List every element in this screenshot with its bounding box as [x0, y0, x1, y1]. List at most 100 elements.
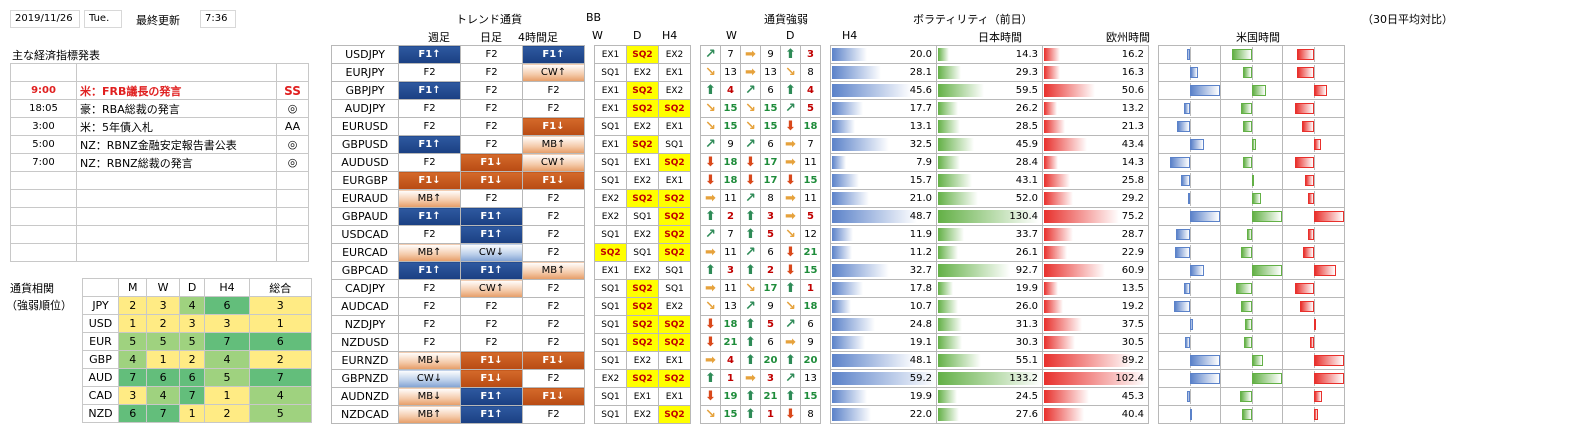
- ratio-cell: [1282, 279, 1345, 298]
- bb-cell: EX2: [594, 189, 627, 208]
- event-row: [10, 225, 309, 244]
- pair-name: USDJPY: [331, 45, 399, 64]
- spacer: [1149, 388, 1159, 406]
- bb-cell: EX1: [658, 171, 691, 190]
- volatility-cell: 27.6: [936, 405, 1043, 424]
- ratio-baseline: [1189, 191, 1191, 206]
- spacer: [1149, 334, 1159, 352]
- strength-arrow-icon: ➡: [740, 45, 761, 64]
- trend-col-h4: 4時間足: [518, 31, 558, 44]
- strength-arrow-icon: ↗: [780, 369, 801, 388]
- bb-cell: SQ2: [626, 369, 659, 388]
- bb-cell: SQ1: [658, 279, 691, 298]
- event-rank: ◎: [276, 135, 309, 154]
- pair-row: GBPUSD F1↑ F2 MB↑ EX1 SQ2 SQ1 ↗ 9 ↗ 6 ➡ 7 32.5 45.9 43.…: [331, 135, 1345, 154]
- pair-name: EURCAD: [331, 243, 399, 262]
- volatility-value: 130.4: [1009, 211, 1038, 222]
- strength-rank: 21: [720, 333, 741, 352]
- trend-cell: F1↑: [398, 207, 461, 226]
- volatility-value: 11.9: [909, 229, 932, 240]
- strength-rank: 17: [760, 279, 781, 298]
- ratio-baseline: [1189, 173, 1191, 188]
- bb-cell: EX1: [658, 351, 691, 370]
- ratio-cell: [1158, 279, 1221, 298]
- updated-time-box: 7:36: [200, 10, 236, 28]
- volatility-bar: [832, 156, 846, 169]
- events-title: 主な経済指標発表: [12, 49, 100, 62]
- volatility-bar: [1044, 372, 1147, 385]
- volatility-cell: 24.5: [936, 387, 1043, 406]
- bb-cell: EX1: [594, 45, 627, 64]
- strength-rank: 4: [800, 81, 821, 100]
- event-row: 5:00 NZ：RBNZ金融安定報告書公表 ◎: [10, 135, 309, 154]
- volatility-bar: [832, 102, 863, 115]
- volatility-value: 45.3: [1121, 391, 1144, 402]
- ranking-value: 5: [146, 332, 180, 351]
- bb-col-w: W: [592, 29, 603, 42]
- weekday-box: Tue.: [84, 10, 122, 28]
- spacer: [1149, 64, 1159, 82]
- spacer: [585, 352, 595, 370]
- ratio-bar: [1297, 67, 1314, 78]
- spacer: [585, 208, 595, 226]
- ratio-bar: [1189, 67, 1198, 78]
- spacer: [691, 100, 701, 118]
- volatility-value: 28.7: [1121, 229, 1144, 240]
- strength-rank: 11: [720, 243, 741, 262]
- volatility-cell: 28.7: [1042, 225, 1149, 244]
- volatility-cell: 19.9: [936, 279, 1043, 298]
- strength-arrow-icon: ⬆: [700, 81, 721, 100]
- bb-col-d: D: [633, 29, 642, 42]
- volatility-bar: [832, 354, 917, 367]
- strength-rank: 21: [760, 387, 781, 406]
- volatility-bar: [832, 48, 867, 61]
- strength-arrow-icon: ➡: [780, 333, 801, 352]
- volatility-value: 26.1: [1015, 247, 1038, 258]
- volatility-value: 52.0: [1015, 193, 1038, 204]
- ratio-baseline: [1189, 227, 1191, 242]
- ratio-bar: [1305, 175, 1314, 186]
- strength-rank: 18: [720, 153, 741, 172]
- strength-rank: 4: [720, 351, 741, 370]
- event-row: [10, 171, 309, 190]
- volatility-cell: 92.7: [936, 261, 1043, 280]
- event-row: 3:00 米：5年債入札 AA: [10, 117, 309, 136]
- volatility-value: 45.9: [1015, 139, 1038, 150]
- ratio-baseline: [1313, 47, 1315, 62]
- ratio-cell: [1282, 369, 1345, 388]
- trend-cell: F2: [460, 99, 523, 118]
- strength-arrow-icon: ↗: [740, 243, 761, 262]
- spacer: [1149, 172, 1159, 190]
- bb-cell: SQ2: [626, 99, 659, 118]
- strength-arrow-icon: ⬆: [780, 387, 801, 406]
- volatility-value: 32.5: [909, 139, 932, 150]
- trend-cell: F1↓: [522, 117, 585, 136]
- volatility-bar: [938, 138, 974, 151]
- bb-cell: SQ2: [658, 405, 691, 424]
- strength-rank: 15: [720, 405, 741, 424]
- volatility-cell: 14.3: [936, 45, 1043, 64]
- volatility-cell: 37.5: [1042, 315, 1149, 334]
- volatility-cell: 25.8: [1042, 171, 1149, 190]
- pair-name: CADJPY: [331, 279, 399, 298]
- spacer: [1149, 244, 1159, 262]
- strength-arrow-icon: ↘: [740, 279, 761, 298]
- ratio-baseline: [1251, 119, 1253, 134]
- strength-arrow-icon: ⬆: [740, 405, 761, 424]
- volatility-cell: 130.4: [936, 207, 1043, 226]
- spacer: [821, 172, 831, 190]
- ratio-baseline: [1251, 245, 1253, 260]
- event-name: [76, 207, 277, 226]
- event-time: [10, 63, 77, 82]
- trend-cell: F2: [398, 297, 461, 316]
- volatility-bar: [832, 318, 876, 331]
- ranking-header: W: [146, 278, 180, 297]
- ratio-baseline: [1251, 281, 1253, 296]
- ratio-cell: [1220, 207, 1283, 226]
- ranking-value: 5: [204, 368, 250, 387]
- volatility-value: 19.9: [1015, 283, 1038, 294]
- ranking-row: USD 1 2 3 3 1: [82, 314, 313, 333]
- bb-cell: SQ1: [658, 135, 691, 154]
- trend-cell: F2: [522, 405, 585, 424]
- trend-cell: F2: [460, 117, 523, 136]
